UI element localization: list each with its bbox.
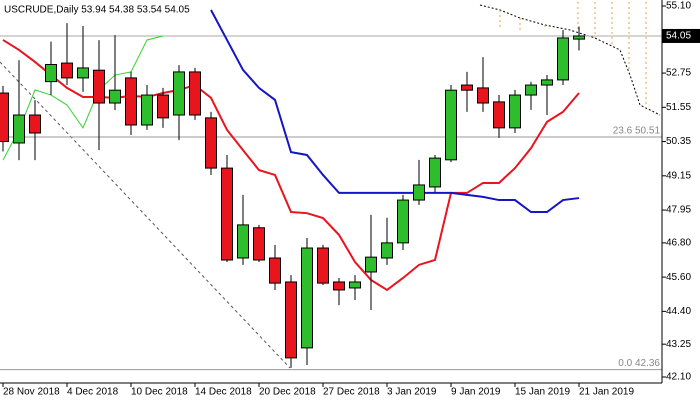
x-tick-label: 15 Jan 2019 <box>515 387 570 398</box>
candle-body <box>157 94 169 119</box>
candle-body <box>381 242 393 259</box>
y-tick-label: 43.25 <box>666 339 691 350</box>
candle-body <box>237 224 249 259</box>
candle-body <box>189 71 201 116</box>
fib-label: 23.6 50.51 <box>613 126 661 137</box>
candle-body <box>573 35 585 40</box>
last-price-box <box>662 28 700 43</box>
candle-body <box>397 199 409 244</box>
candle-body <box>253 227 265 261</box>
y-tick-label: 51.55 <box>666 102 691 113</box>
candle-body <box>77 67 89 79</box>
x-tick-label: 10 Dec 2018 <box>131 387 188 398</box>
candle-body <box>61 62 73 79</box>
candle-body <box>317 247 329 284</box>
y-tick-label: 55.10 <box>666 1 691 12</box>
candle-body <box>477 87 489 104</box>
x-tick-label: 27 Dec 2018 <box>323 387 380 398</box>
y-tick-label: 50.35 <box>666 136 691 147</box>
candle-body <box>173 71 185 116</box>
y-tick-label: 46.80 <box>666 238 691 249</box>
x-tick-label: 21 Jan 2019 <box>579 387 634 398</box>
candle-body <box>333 281 345 291</box>
candle-body <box>445 89 457 161</box>
candle-body <box>125 77 137 126</box>
candle-body <box>141 94 153 126</box>
indicator-line <box>2 35 164 161</box>
candle-body <box>29 114 41 134</box>
y-tick-label: 44.40 <box>666 306 691 317</box>
y-tick-label: 52.75 <box>666 68 691 79</box>
last-price-label: 54.05 <box>666 31 691 42</box>
candle-body <box>0 92 9 143</box>
candle-body <box>285 281 297 359</box>
candle-body <box>429 157 441 188</box>
x-tick-label: 3 Jan 2019 <box>387 387 437 398</box>
x-tick-label: 9 Jan 2019 <box>451 387 501 398</box>
candle-body <box>13 114 25 144</box>
candle-body <box>45 63 57 83</box>
envelope-fill <box>499 2 647 108</box>
candle-body <box>365 256 377 273</box>
candle-body <box>301 247 313 349</box>
candle-body <box>269 257 281 284</box>
fib-label: 0.0 42.36 <box>618 358 660 369</box>
candle-body <box>493 101 505 129</box>
candle-body <box>509 94 521 129</box>
indicator-line <box>210 9 580 214</box>
candle-body <box>525 84 537 96</box>
x-tick-label: 20 Dec 2018 <box>259 387 316 398</box>
candle-body <box>205 117 217 169</box>
x-tick-label: 4 Dec 2018 <box>67 387 119 398</box>
candle-body <box>221 167 233 261</box>
trend-line <box>0 61 291 369</box>
candle-body <box>93 69 105 104</box>
y-tick-label: 42.10 <box>666 372 691 383</box>
y-tick-label: 49.15 <box>666 170 691 181</box>
y-tick-label: 45.60 <box>666 272 691 283</box>
candle-body <box>413 184 425 201</box>
chart-title: USCRUDE,Daily 53.94 54.38 53.54 54.05 <box>4 5 190 16</box>
candle-body <box>109 89 121 104</box>
x-tick-label: 14 Dec 2018 <box>195 387 252 398</box>
x-tick-label: 28 Nov 2018 <box>3 387 60 398</box>
candle-body <box>557 37 569 81</box>
candle-body <box>541 79 553 86</box>
candle-body <box>349 281 361 289</box>
y-tick-label: 47.95 <box>666 205 691 216</box>
candle-body <box>461 84 473 91</box>
plot-area <box>0 9 662 371</box>
